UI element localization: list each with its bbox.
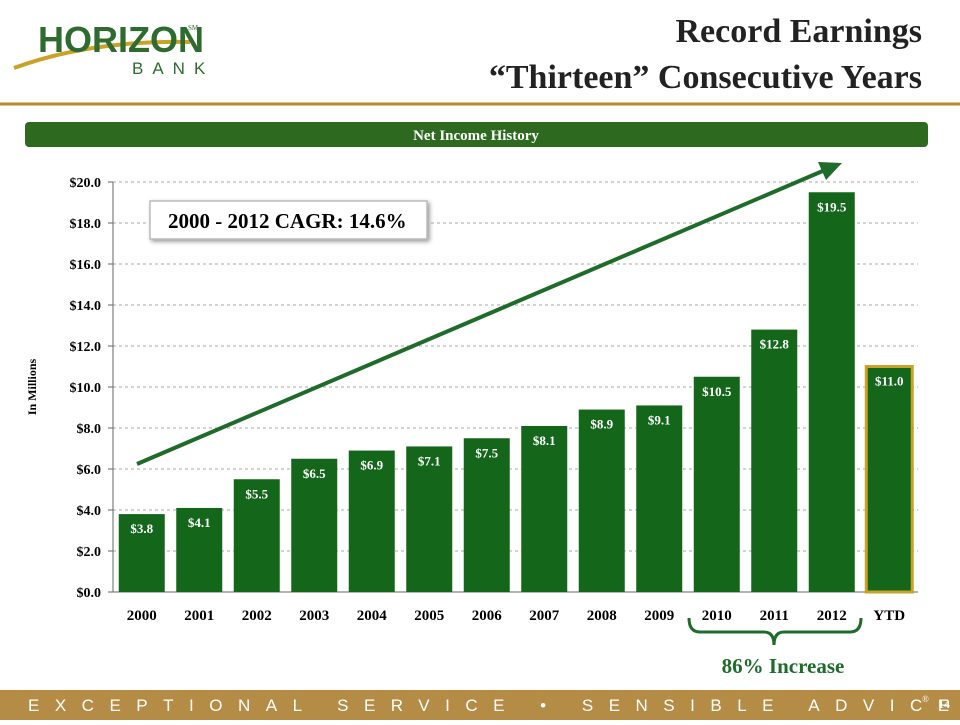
x-tick-label: 2009 [644, 608, 674, 624]
value-label: $5.5 [245, 486, 268, 501]
x-tick-label: 2011 [760, 608, 789, 624]
y-tick-label: $6.0 [77, 463, 102, 478]
value-label: $7.5 [475, 445, 498, 460]
bar [578, 409, 625, 592]
chart-banner [25, 122, 928, 147]
x-tick-label: 2005 [414, 608, 444, 624]
logo-swoosh [13, 39, 191, 70]
bar [864, 365, 914, 594]
x-tick-label: YTD [873, 608, 905, 624]
value-label: $6.9 [360, 458, 383, 473]
bar [348, 450, 395, 592]
bar [291, 458, 338, 592]
x-tick-label: 2001 [184, 608, 214, 624]
y-axis-label: In Millions [25, 359, 39, 416]
chart-title: Net Income History [413, 128, 539, 144]
x-tick-label: 2006 [472, 608, 503, 624]
x-tick-label: 2002 [242, 608, 272, 624]
bar [693, 376, 740, 592]
trend-arrow [136, 168, 826, 466]
x-tick-label: 2004 [357, 608, 388, 624]
bar [176, 507, 223, 592]
y-tick-label: $20.0 [70, 176, 102, 191]
bracket [687, 617, 863, 646]
value-label: $12.8 [760, 337, 790, 352]
page-number: 14 [938, 697, 950, 711]
value-label: $7.1 [418, 453, 441, 468]
footer-band [0, 690, 960, 720]
y-tick-label: $0.0 [77, 586, 102, 601]
slide-title: “Thirteen” Consecutive Years [489, 59, 922, 96]
x-tick-label: 2003 [299, 608, 329, 624]
y-tick-label: $8.0 [77, 422, 102, 437]
value-label: $9.1 [648, 412, 671, 427]
y-tick-label: $16.0 [70, 258, 102, 273]
y-tick-label: $12.0 [70, 340, 102, 355]
x-tick-label: 2008 [587, 608, 617, 624]
x-tick-label: 2000 [127, 608, 157, 624]
annotation: 86% Increase [722, 654, 845, 678]
y-tick-label: $18.0 [70, 217, 102, 232]
y-tick-label: $2.0 [77, 545, 102, 560]
footer-registered: ® [922, 694, 929, 704]
trend-arrow-head [818, 162, 842, 180]
plot: $0.0 $2.0 $4.0 $6.0 $8.0 $10.0 $12.0 $14.0 $16.0… [70, 176, 918, 624]
y-tick-label: $4.0 [77, 504, 102, 519]
slide-title: Record Earnings [676, 13, 923, 50]
x-tick-label: 2007 [529, 608, 560, 624]
bar [118, 514, 165, 592]
logo-sub: BANK [132, 59, 214, 78]
value-label: $11.0 [875, 374, 904, 389]
x-tick-label: 2012 [817, 608, 847, 624]
logo-mark: SM [188, 24, 199, 32]
bar [521, 425, 568, 592]
value-label: $8.1 [533, 433, 556, 448]
bar [636, 405, 683, 592]
value-label: $19.5 [817, 199, 847, 214]
annotation: 2000 - 2012 CAGR: 14.6% [168, 209, 407, 233]
bar [808, 192, 855, 592]
footer-tagline: EXCEPTIONAL SERVICE • SENSIBLE ADVICE [28, 696, 960, 715]
value-label: $6.5 [303, 466, 326, 481]
bar [406, 446, 453, 592]
bar [233, 479, 280, 592]
x-tick-label: 2010 [702, 608, 732, 624]
value-label: $3.8 [130, 521, 153, 536]
value-label: $4.1 [188, 515, 211, 530]
y-tick-label: $10.0 [70, 381, 102, 396]
value-label: $10.5 [702, 384, 732, 399]
bar [751, 329, 798, 592]
logo-name: HORIZON [38, 19, 204, 60]
annotation-box [149, 200, 428, 240]
value-label: $8.9 [590, 417, 613, 432]
y-tick-label: $14.0 [70, 299, 102, 314]
bar [463, 438, 510, 592]
